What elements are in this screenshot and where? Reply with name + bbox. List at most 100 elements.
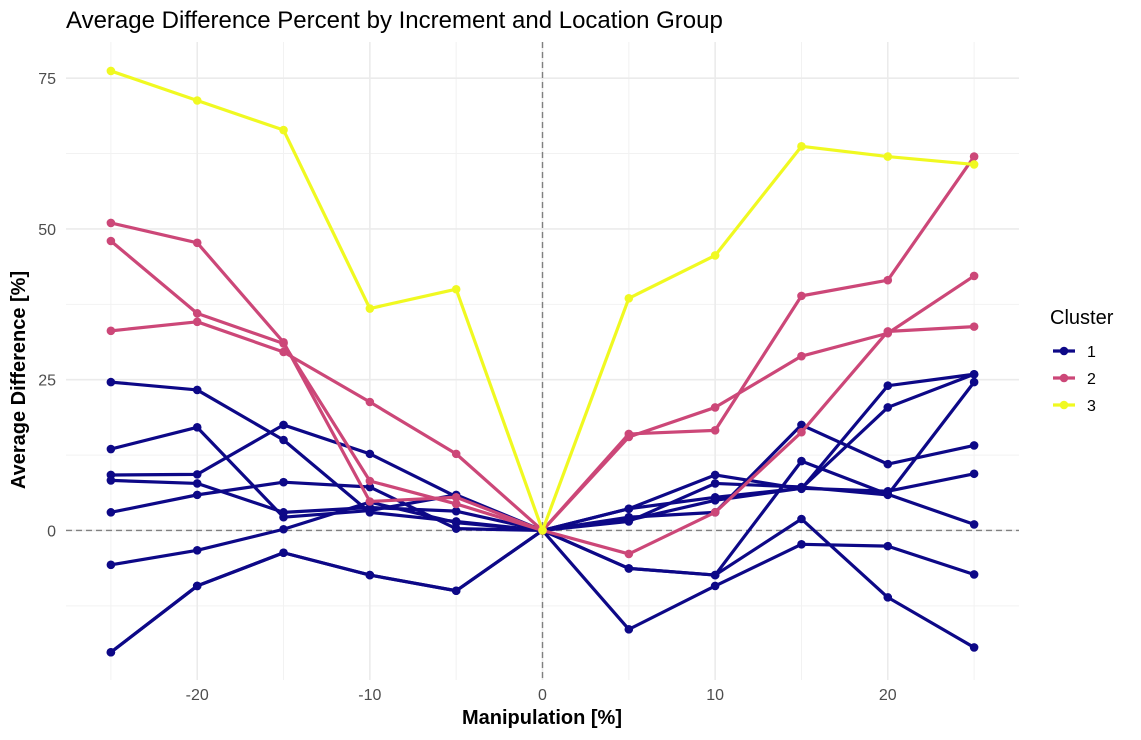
x-tick-label: 10 bbox=[706, 687, 724, 704]
data-point-cluster-1 bbox=[969, 520, 979, 529]
data-point-cluster-2 bbox=[106, 326, 116, 336]
legend-key-point bbox=[1059, 373, 1069, 383]
legend-label: 2 bbox=[1087, 371, 1096, 388]
x-tick-label: 20 bbox=[879, 687, 897, 704]
data-point-cluster-1 bbox=[710, 470, 720, 480]
data-point-cluster-1 bbox=[797, 484, 806, 494]
data-point-cluster-3 bbox=[710, 251, 720, 260]
data-point-cluster-1 bbox=[192, 546, 202, 555]
data-point-cluster-2 bbox=[451, 449, 461, 459]
data-point-cluster-1 bbox=[883, 593, 893, 602]
data-point-cluster-2 bbox=[365, 497, 375, 506]
data-point-cluster-1 bbox=[710, 581, 720, 591]
data-point-cluster-2 bbox=[710, 508, 720, 517]
data-point-cluster-1 bbox=[883, 381, 893, 391]
data-point-cluster-1 bbox=[797, 514, 806, 524]
legend-key-point bbox=[1059, 400, 1069, 410]
x-tick-labels: -20 -10 0 10 20 bbox=[186, 687, 897, 704]
data-point-cluster-1 bbox=[883, 459, 893, 469]
data-point-cluster-2 bbox=[365, 397, 375, 407]
data-point-cluster-1 bbox=[969, 570, 979, 579]
data-point-cluster-1 bbox=[710, 479, 720, 488]
legend-entries: 1 2 3 bbox=[1053, 344, 1096, 415]
data-point-cluster-3 bbox=[538, 526, 547, 535]
data-point-cluster-3 bbox=[192, 96, 202, 105]
data-point-cluster-1 bbox=[192, 385, 202, 395]
x-tick-label: -10 bbox=[358, 687, 381, 704]
data-point-cluster-2 bbox=[365, 476, 375, 486]
data-point-cluster-1 bbox=[192, 470, 202, 479]
data-point-cluster-2 bbox=[883, 328, 893, 338]
data-point-cluster-1 bbox=[192, 479, 202, 488]
legend-label: 1 bbox=[1087, 344, 1096, 361]
data-point-cluster-1 bbox=[279, 508, 288, 517]
data-point-cluster-2 bbox=[451, 492, 461, 502]
data-point-cluster-1 bbox=[106, 444, 116, 454]
y-tick-label: 50 bbox=[38, 222, 56, 239]
data-point-cluster-2 bbox=[279, 339, 288, 348]
y-tick-labels: 0 25 50 75 bbox=[38, 71, 56, 540]
data-point-cluster-1 bbox=[106, 647, 116, 657]
data-point-cluster-1 bbox=[365, 482, 375, 492]
data-point-cluster-1 bbox=[451, 586, 461, 596]
data-point-cluster-1 bbox=[451, 518, 461, 527]
data-point-cluster-2 bbox=[106, 218, 116, 228]
data-point-cluster-1 bbox=[797, 456, 806, 466]
chart-title: Average Difference Percent by Increment … bbox=[66, 7, 723, 34]
data-point-cluster-1 bbox=[192, 581, 202, 591]
data-point-cluster-1 bbox=[883, 541, 893, 551]
reference-lines bbox=[66, 42, 1019, 680]
data-point-cluster-1 bbox=[710, 495, 720, 505]
legend-key-point bbox=[1059, 346, 1069, 356]
series-cluster-3 bbox=[106, 66, 979, 535]
data-point-cluster-2 bbox=[451, 499, 461, 509]
data-point-cluster-1 bbox=[365, 570, 375, 580]
y-tick-label: 25 bbox=[38, 373, 56, 390]
data-point-cluster-2 bbox=[710, 403, 720, 412]
data-point-cluster-1 bbox=[106, 560, 116, 570]
data-point-cluster-3 bbox=[106, 66, 116, 76]
data-point-cluster-1 bbox=[279, 548, 288, 558]
data-point-cluster-2 bbox=[797, 427, 806, 437]
legend-entry-1: 1 bbox=[1053, 344, 1096, 361]
legend-entry-3: 3 bbox=[1053, 398, 1096, 415]
data-point-cluster-3 bbox=[451, 284, 461, 294]
data-point-cluster-2 bbox=[883, 275, 893, 285]
x-axis-title: Manipulation [%] bbox=[462, 707, 622, 729]
data-point-cluster-3 bbox=[365, 304, 375, 313]
data-point-cluster-1 bbox=[365, 449, 375, 459]
data-point-cluster-3 bbox=[883, 152, 893, 161]
data-point-cluster-2 bbox=[279, 347, 288, 357]
data-point-cluster-1 bbox=[279, 435, 288, 445]
y-axis-title: Average Difference [%] bbox=[8, 271, 30, 489]
series-layer bbox=[106, 66, 979, 657]
data-point-cluster-1 bbox=[710, 570, 720, 580]
data-point-cluster-1 bbox=[883, 403, 893, 412]
data-point-cluster-1 bbox=[106, 476, 116, 485]
data-point-cluster-2 bbox=[192, 238, 202, 248]
data-point-cluster-1 bbox=[797, 420, 806, 430]
data-point-cluster-1 bbox=[969, 441, 979, 450]
y-tick-label: 0 bbox=[47, 523, 56, 540]
data-point-cluster-2 bbox=[624, 432, 634, 442]
data-point-cluster-1 bbox=[969, 377, 979, 387]
data-point-cluster-1 bbox=[279, 524, 288, 534]
data-point-cluster-2 bbox=[797, 351, 806, 361]
data-point-cluster-1 bbox=[624, 504, 634, 514]
data-point-cluster-1 bbox=[624, 564, 634, 573]
data-point-cluster-3 bbox=[969, 160, 979, 169]
data-point-cluster-1 bbox=[279, 420, 288, 430]
data-point-cluster-1 bbox=[797, 540, 806, 549]
data-point-cluster-2 bbox=[192, 317, 202, 327]
data-point-cluster-1 bbox=[106, 377, 116, 387]
data-point-cluster-1 bbox=[624, 515, 634, 525]
data-point-cluster-1 bbox=[969, 369, 979, 379]
data-point-cluster-2 bbox=[710, 426, 720, 435]
data-point-cluster-1 bbox=[969, 643, 979, 652]
data-point-cluster-2 bbox=[969, 322, 979, 331]
data-point-cluster-1 bbox=[192, 423, 202, 432]
data-point-cluster-1 bbox=[192, 490, 202, 500]
legend-label: 3 bbox=[1087, 398, 1096, 415]
data-point-cluster-1 bbox=[451, 524, 461, 533]
